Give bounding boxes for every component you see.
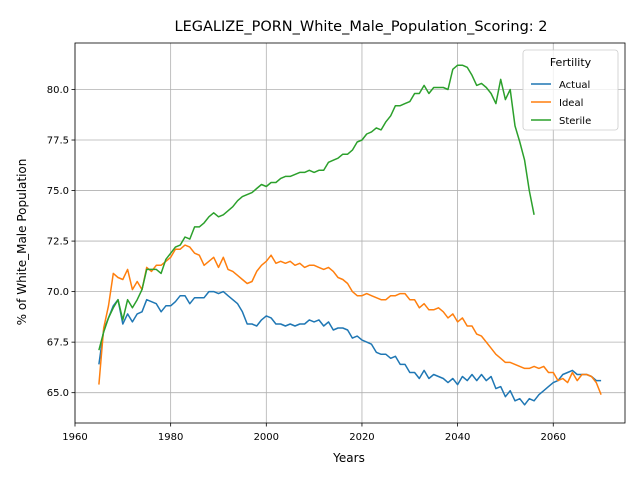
legend-label-ideal: Ideal xyxy=(559,98,583,109)
legend: Fertility Actual Ideal Sterile xyxy=(522,49,619,131)
x-tick-label: 2000 xyxy=(254,432,279,443)
x-tick-label: 2060 xyxy=(541,432,566,443)
legend-label-sterile: Sterile xyxy=(559,116,591,127)
series-lines xyxy=(98,64,602,406)
series-line-actual xyxy=(98,290,602,406)
legend-label-actual: Actual xyxy=(559,80,590,91)
y-tick-label: 72.5 xyxy=(47,237,69,248)
series-line-sterile xyxy=(98,64,535,351)
y-tick-label: 75.0 xyxy=(47,186,69,197)
y-tick-label: 65.0 xyxy=(47,388,69,399)
chart-title: LEGALIZE_PORN_White_Male_Population_Scor… xyxy=(174,19,547,35)
y-tick-label: 77.5 xyxy=(47,136,69,147)
x-tick-label: 1980 xyxy=(158,432,183,443)
x-tick-label: 1960 xyxy=(62,432,87,443)
series-line-ideal xyxy=(98,244,602,395)
y-tick-label: 70.0 xyxy=(47,287,69,298)
x-axis-label: Years xyxy=(332,451,365,465)
y-tick-label: 67.5 xyxy=(47,338,69,349)
y-tick-label: 80.0 xyxy=(47,85,69,96)
plot-frame xyxy=(74,42,626,424)
axis-ticks: 1960 1980 2000 2020 2040 2060 65.0 67.5 70.0 72.5… xyxy=(47,85,566,443)
legend-title: Fertility xyxy=(550,56,592,69)
x-tick-label: 2040 xyxy=(445,432,470,443)
x-tick-label: 2020 xyxy=(349,432,374,443)
legend-box xyxy=(522,49,619,131)
y-axis-label: % of White_Male Population xyxy=(15,159,29,326)
